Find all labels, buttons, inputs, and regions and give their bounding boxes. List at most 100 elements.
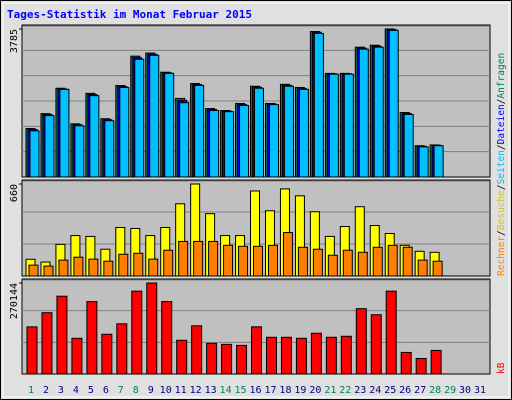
bar <box>86 301 98 375</box>
bar <box>224 111 235 178</box>
bar <box>370 314 382 375</box>
bar <box>179 102 190 178</box>
bar <box>29 130 40 178</box>
x-tick-label: 19 <box>294 385 306 396</box>
bar <box>417 259 428 277</box>
legend-entry: Rechner <box>496 236 507 276</box>
bar <box>385 290 397 375</box>
bar <box>432 260 443 277</box>
x-tick-label: 13 <box>205 385 217 396</box>
x-tick-label: 1 <box>28 385 34 396</box>
bar <box>73 256 84 277</box>
legend: Rechner/Besuche/Seiten/Dateien/Anfragen <box>496 53 507 276</box>
x-tick-label: 8 <box>133 385 139 396</box>
x-tick-label: 14 <box>220 385 232 396</box>
x-tick-label: 12 <box>190 385 202 396</box>
x-tick-label: 31 <box>474 385 486 396</box>
bar <box>355 308 367 375</box>
legend-entry: kB <box>496 362 507 374</box>
bar <box>206 342 218 375</box>
bar <box>58 259 69 277</box>
x-tick-label: 28 <box>429 385 441 396</box>
x-tick-label: 9 <box>148 385 154 396</box>
bar <box>267 244 278 277</box>
x-tick-label: 3 <box>58 385 64 396</box>
legend-separator: / <box>496 99 507 105</box>
bar <box>357 251 368 277</box>
bar <box>191 325 203 375</box>
bar <box>223 244 234 277</box>
bar <box>221 343 233 375</box>
bar <box>131 290 143 375</box>
bar <box>415 358 427 375</box>
bar <box>388 29 399 178</box>
bar <box>313 32 324 178</box>
y-tick-label: 660 <box>9 184 20 202</box>
bar <box>251 326 263 375</box>
bar <box>44 115 55 178</box>
bar <box>265 336 277 375</box>
bar <box>340 335 352 375</box>
bar <box>74 125 85 178</box>
x-tick-label: 11 <box>175 385 187 396</box>
x-tick-label: 21 <box>324 385 336 396</box>
bar <box>297 246 308 277</box>
bar <box>133 252 144 277</box>
bar <box>71 337 83 375</box>
bar <box>208 240 219 277</box>
bar <box>118 253 129 277</box>
x-tick-label: 4 <box>73 385 79 396</box>
legend: kB <box>496 362 507 374</box>
bar <box>104 120 115 178</box>
legend-entry: Seiten <box>496 150 507 184</box>
x-tick-label: 22 <box>339 385 351 396</box>
bar <box>236 344 248 375</box>
x-tick-label: 20 <box>309 385 321 396</box>
bar <box>41 312 53 375</box>
bar <box>59 88 70 178</box>
x-tick-label: 18 <box>279 385 291 396</box>
x-tick-label: 16 <box>249 385 261 396</box>
bar <box>298 88 309 178</box>
bar <box>254 87 265 178</box>
bar <box>310 332 322 375</box>
legend-entry: Dateien <box>496 104 507 144</box>
bar <box>161 301 173 375</box>
bar <box>403 113 414 178</box>
x-tick-label: 17 <box>264 385 276 396</box>
bar <box>164 72 175 178</box>
bar <box>238 245 249 277</box>
bar <box>56 295 68 375</box>
x-tick-label: 5 <box>88 385 94 396</box>
bar <box>327 254 338 277</box>
bar <box>328 73 339 178</box>
bar <box>148 258 159 277</box>
x-tick-label: 7 <box>118 385 124 396</box>
bar <box>280 336 292 375</box>
bar <box>28 264 39 277</box>
x-tick-label: 10 <box>160 385 172 396</box>
bar <box>146 282 158 375</box>
bar <box>88 258 99 277</box>
bar <box>372 246 383 277</box>
x-tick-label: 2 <box>43 385 49 396</box>
bar <box>312 248 323 277</box>
bar <box>194 85 205 178</box>
bar <box>295 337 307 375</box>
y-tick-label: 3785 <box>9 29 20 53</box>
bar <box>358 48 369 178</box>
x-tick-label: 30 <box>459 385 471 396</box>
bar <box>253 245 264 277</box>
x-tick-label: 29 <box>444 385 456 396</box>
bar <box>433 145 444 178</box>
bar <box>209 110 220 178</box>
bar <box>342 249 353 277</box>
x-tick-label: 23 <box>354 385 366 396</box>
bar <box>283 85 294 178</box>
x-tick-label: 25 <box>384 385 396 396</box>
x-tick-label: 26 <box>399 385 411 396</box>
legend-separator: / <box>496 230 507 236</box>
x-tick-label: 6 <box>103 385 109 396</box>
